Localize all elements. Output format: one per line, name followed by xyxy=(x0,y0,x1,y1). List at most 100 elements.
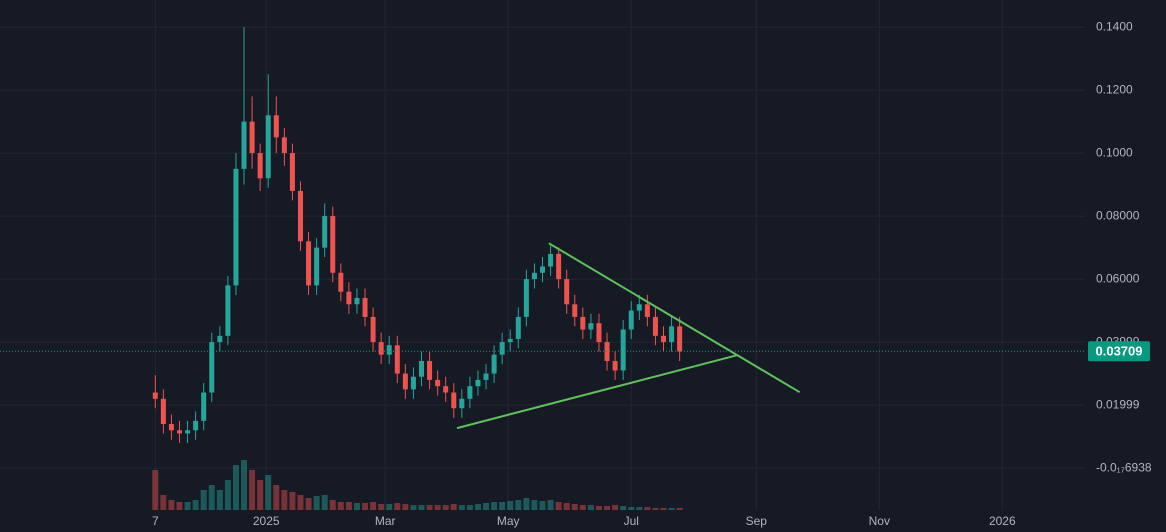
volume-bar xyxy=(531,500,538,510)
candle-body xyxy=(209,342,215,393)
candle-body xyxy=(540,266,545,273)
candle-body xyxy=(628,310,634,330)
candle-body xyxy=(556,253,562,280)
volume-bar xyxy=(466,505,473,510)
volume-bar xyxy=(515,500,522,510)
candle-body xyxy=(225,285,231,336)
candle-body xyxy=(314,247,320,286)
candle-body xyxy=(443,386,449,393)
volume-bar xyxy=(353,503,360,510)
candle-body xyxy=(201,392,207,421)
candle-body xyxy=(459,398,465,409)
candle-body xyxy=(588,323,594,330)
volume-bar xyxy=(563,503,570,510)
y-tick-label: 0.01999 xyxy=(1096,397,1140,411)
candle-body xyxy=(523,279,529,317)
volume-bar xyxy=(257,480,264,510)
volume-bar xyxy=(232,465,239,510)
candle-body xyxy=(604,342,610,362)
x-tick-label: May xyxy=(497,514,520,528)
x-tick-label: 2025 xyxy=(253,514,280,528)
volume-bar xyxy=(474,504,481,510)
candle-body xyxy=(257,153,263,179)
volume-bar xyxy=(305,498,312,510)
y-tick-label: 0.1400 xyxy=(1096,19,1133,33)
candle-body xyxy=(507,338,513,343)
volume-bar xyxy=(644,507,651,510)
volume-bar xyxy=(273,485,280,510)
volume-bar xyxy=(184,502,191,510)
volume-bar xyxy=(152,470,159,510)
volume-bar xyxy=(362,503,369,510)
candle-body xyxy=(185,430,191,434)
volume-bar xyxy=(426,505,433,510)
x-tick-label: Sep xyxy=(746,514,768,528)
candle-body xyxy=(394,345,400,374)
volume-bar xyxy=(378,504,385,510)
last-price-badge xyxy=(1088,341,1150,362)
candle-body xyxy=(176,430,182,434)
volume-bar xyxy=(442,505,449,510)
candle-body xyxy=(636,304,642,311)
volume-bar xyxy=(265,475,272,510)
volume-bar xyxy=(176,502,183,510)
volume-bar xyxy=(200,490,207,510)
candle-body xyxy=(620,329,626,371)
candle-body xyxy=(168,424,174,431)
candle-body xyxy=(160,398,166,425)
volume-bar xyxy=(547,500,554,510)
volume-bar xyxy=(224,480,231,510)
volume-bar xyxy=(402,504,409,510)
x-tick-label: 2026 xyxy=(989,514,1016,528)
last-price-label: 0.03709 xyxy=(1096,344,1143,359)
candle-body xyxy=(338,272,344,292)
volume-bar xyxy=(241,460,248,510)
candle-body xyxy=(580,316,586,330)
candle-body xyxy=(572,304,578,317)
volume-bar xyxy=(499,502,506,510)
candle-body xyxy=(241,121,247,169)
volume-bar xyxy=(539,501,546,510)
volume-bar xyxy=(523,498,530,510)
volume-bar xyxy=(587,505,594,510)
candle-body xyxy=(410,376,416,390)
candle-body xyxy=(273,115,279,138)
volume-bar xyxy=(329,500,336,510)
volume-bar xyxy=(249,470,256,510)
volume-bar xyxy=(450,504,457,510)
volume-bar xyxy=(321,495,328,510)
y-tick-label: -0.0₁₇6938 xyxy=(1096,460,1152,474)
volume-bar xyxy=(434,505,441,510)
volume-bar xyxy=(313,496,320,510)
volume-bar xyxy=(418,505,425,510)
candle-body xyxy=(418,361,424,377)
volume-bar xyxy=(579,505,586,510)
volume-bar xyxy=(604,506,611,510)
candle-body xyxy=(475,379,481,387)
volume-bar xyxy=(555,502,562,510)
candle-body xyxy=(515,316,521,339)
volume-bar xyxy=(410,505,417,510)
volume-bar xyxy=(297,495,304,510)
volume-bar xyxy=(281,490,288,510)
volume-bar xyxy=(668,508,675,510)
candle-body xyxy=(306,241,312,286)
candle-body xyxy=(322,216,328,248)
candle-body xyxy=(491,354,497,374)
candle-body xyxy=(564,279,570,305)
trendline xyxy=(456,354,737,430)
candle-body xyxy=(612,361,618,371)
candle-body xyxy=(661,335,667,343)
candle-body xyxy=(652,316,658,336)
candle-body xyxy=(346,291,352,305)
volume-bar xyxy=(216,490,223,510)
volume-bar xyxy=(394,503,401,510)
candle-body xyxy=(249,121,255,154)
x-tick-label: Jul xyxy=(624,514,639,528)
volume-bar xyxy=(628,507,635,510)
candle-body xyxy=(644,304,650,317)
candle-body xyxy=(451,392,457,409)
